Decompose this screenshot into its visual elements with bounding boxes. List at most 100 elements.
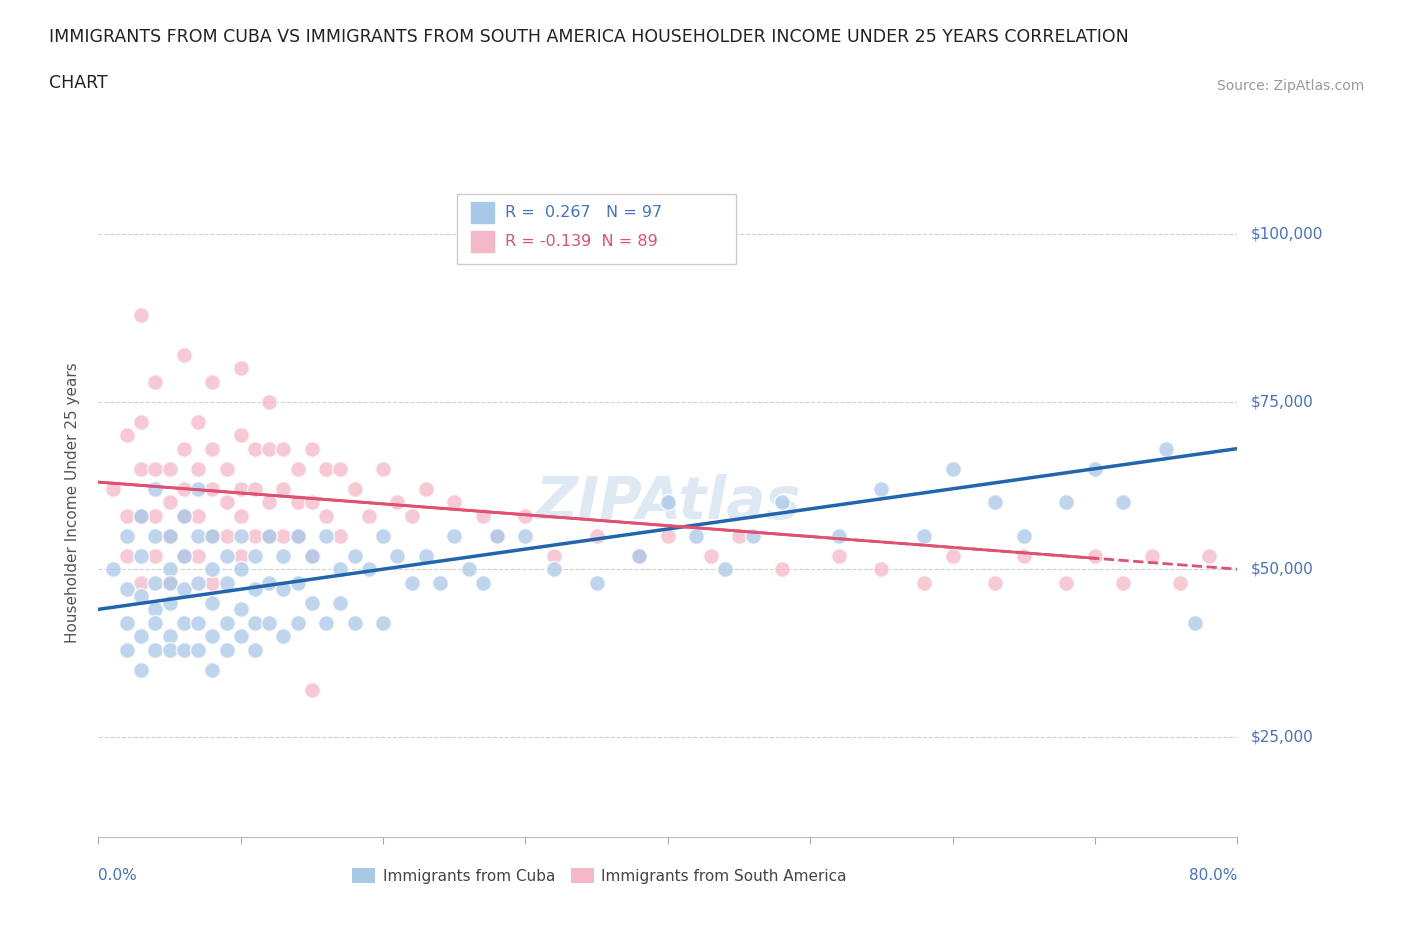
Point <box>173 616 195 631</box>
Point <box>273 482 295 497</box>
Point <box>585 528 607 543</box>
Point <box>229 562 252 577</box>
Point <box>215 575 238 590</box>
Point <box>115 528 138 543</box>
Point <box>387 549 409 564</box>
Point <box>984 575 1007 590</box>
Point <box>315 508 337 523</box>
Point <box>129 575 152 590</box>
Point <box>201 528 224 543</box>
Point <box>159 461 181 476</box>
Point <box>984 495 1007 510</box>
Point <box>115 642 138 657</box>
Point <box>145 461 167 476</box>
Point <box>287 461 309 476</box>
Point <box>1112 575 1135 590</box>
Point <box>173 508 195 523</box>
Point <box>699 549 721 564</box>
Point <box>443 495 465 510</box>
Point <box>215 642 238 657</box>
Bar <box>471 202 494 223</box>
Point <box>912 528 935 543</box>
Point <box>1012 528 1035 543</box>
Point <box>415 549 437 564</box>
Point <box>515 528 537 543</box>
Point <box>187 549 209 564</box>
Point <box>187 642 209 657</box>
Point <box>301 549 323 564</box>
Point <box>357 562 380 577</box>
Point <box>1184 616 1206 631</box>
Point <box>229 602 252 617</box>
Point <box>387 495 409 510</box>
Point <box>129 307 152 322</box>
Text: $75,000: $75,000 <box>1251 394 1315 409</box>
Point <box>145 374 167 389</box>
Point <box>159 642 181 657</box>
Point <box>301 441 323 456</box>
Point <box>373 528 395 543</box>
Point <box>1154 441 1177 456</box>
Point <box>173 549 195 564</box>
Point <box>187 528 209 543</box>
Point <box>187 415 209 430</box>
Point <box>471 508 494 523</box>
Point <box>315 528 337 543</box>
Point <box>115 428 138 443</box>
Point <box>159 495 181 510</box>
Point <box>145 616 167 631</box>
Point <box>315 616 337 631</box>
Point <box>145 642 167 657</box>
Point <box>243 482 266 497</box>
Point <box>173 508 195 523</box>
Point <box>471 575 494 590</box>
Point <box>343 616 366 631</box>
Point <box>201 575 224 590</box>
Point <box>301 683 323 698</box>
Point <box>259 528 281 543</box>
Point <box>329 595 352 610</box>
Point <box>243 441 266 456</box>
Point <box>187 461 209 476</box>
Point <box>401 575 423 590</box>
Point <box>173 441 195 456</box>
Point <box>101 482 124 497</box>
Point <box>229 428 252 443</box>
Text: $25,000: $25,000 <box>1251 729 1315 744</box>
Point <box>273 629 295 644</box>
Point <box>187 575 209 590</box>
Point <box>187 508 209 523</box>
Point <box>1170 575 1192 590</box>
Point <box>401 508 423 523</box>
Point <box>129 415 152 430</box>
Point <box>243 582 266 597</box>
Point <box>201 482 224 497</box>
Point <box>187 482 209 497</box>
FancyBboxPatch shape <box>457 194 737 264</box>
Point <box>215 528 238 543</box>
Point <box>159 528 181 543</box>
Point <box>173 549 195 564</box>
Point <box>115 582 138 597</box>
Point <box>443 528 465 543</box>
Text: IMMIGRANTS FROM CUBA VS IMMIGRANTS FROM SOUTH AMERICA HOUSEHOLDER INCOME UNDER 2: IMMIGRANTS FROM CUBA VS IMMIGRANTS FROM … <box>49 28 1129 46</box>
Point <box>145 549 167 564</box>
Point <box>243 616 266 631</box>
Point <box>287 616 309 631</box>
Point <box>1012 549 1035 564</box>
Point <box>129 589 152 604</box>
Point <box>828 549 851 564</box>
Point <box>215 461 238 476</box>
Point <box>129 508 152 523</box>
Point <box>486 528 509 543</box>
Point <box>287 528 309 543</box>
Point <box>728 528 751 543</box>
Point <box>243 549 266 564</box>
Point <box>1056 495 1078 510</box>
Point <box>259 441 281 456</box>
Point <box>229 482 252 497</box>
Point <box>543 562 565 577</box>
Point <box>657 495 679 510</box>
Point <box>129 461 152 476</box>
Point <box>201 562 224 577</box>
